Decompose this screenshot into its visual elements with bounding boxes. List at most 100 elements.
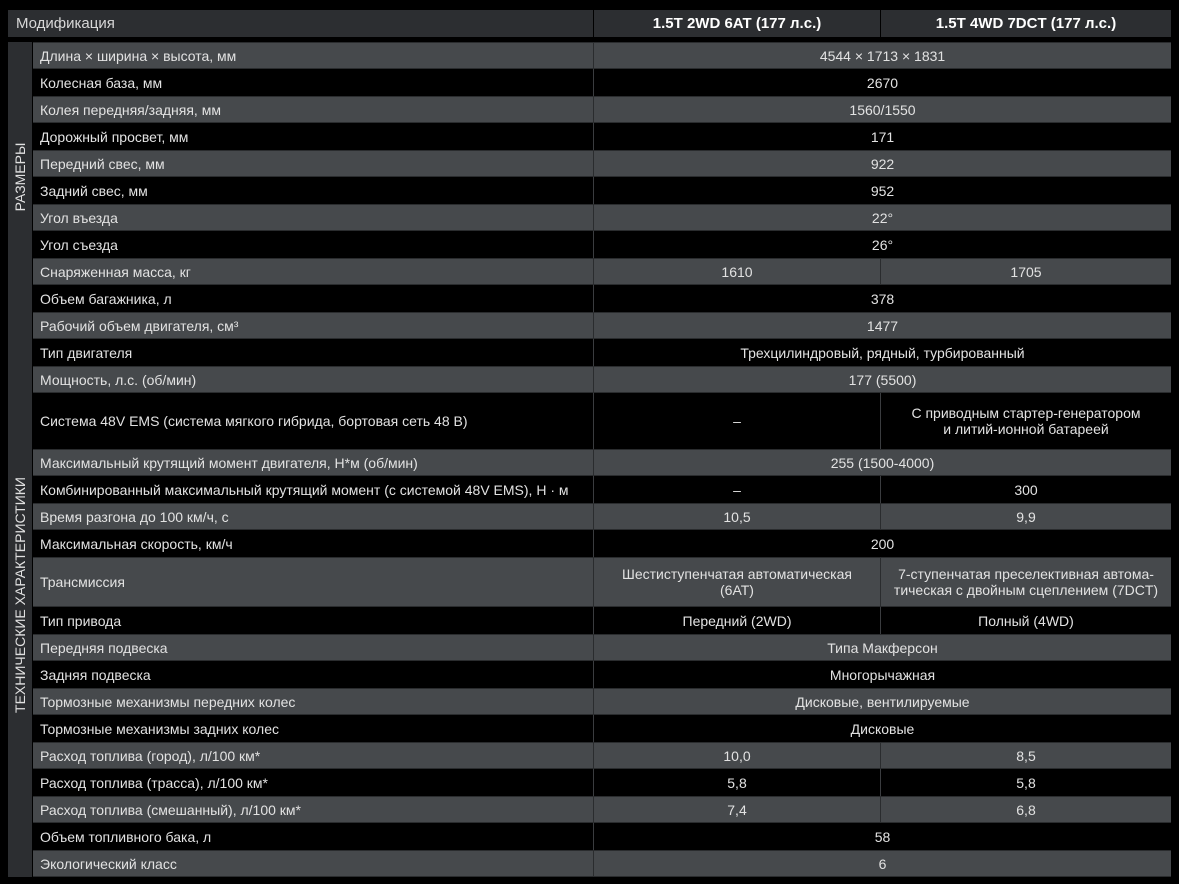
row-label: Время разгона до 100 км/ч, с [33, 504, 594, 529]
row-label: Максимальная скорость, км/ч [33, 530, 594, 557]
table-row: Максимальная скорость, км/ч 200 [33, 530, 1171, 557]
table-row: Угол съезда 26° [33, 231, 1171, 258]
row-value: 200 [870, 535, 895, 552]
row-label: Тормозные механизмы передних колес [33, 689, 594, 714]
row-label: Мощность, л.с. (об/мин) [33, 367, 594, 392]
row-value-2wd: 5,8 [594, 769, 881, 796]
row-label: Расход топлива (смешанный), л/100 км* [33, 797, 594, 822]
row-value-2wd: – [594, 476, 881, 503]
table-header: Модификация 1.5T 2WD 6AT (177 л.с.) 1.5T… [8, 10, 1171, 37]
table-row: Время разгона до 100 км/ч, с 10,5 9,9 [33, 503, 1171, 530]
row-value-2wd: – [594, 393, 881, 449]
row-value-4wd: 1705 [1010, 263, 1042, 280]
row-label: Тормозные механизмы задних колес [33, 715, 594, 742]
table-row: Тип привода Передний (2WD) Полный (4WD) [33, 607, 1171, 634]
table-row: Комбинированный максимальный крутящий мо… [33, 476, 1171, 503]
row-value: Дисковые, вентилируемые [795, 693, 970, 710]
table-row: Передняя подвеска Типа Макферсон [33, 634, 1171, 661]
row-label: Колея передняя/задняя, мм [33, 97, 594, 122]
row-label: Угол въезда [33, 205, 594, 230]
spec-section: ТЕХНИЧЕСКИЕ ХАРАКТЕРИСТИКИ Рабочий объем … [8, 312, 1171, 877]
row-value: 2670 [866, 74, 899, 91]
row-label: Расход топлива (город), л/100 км* [33, 743, 594, 768]
spec-section: РАЗМЕРЫ Длина × ширина × высота, мм 4544 ×… [8, 42, 1171, 312]
section-title-bar: ТЕХНИЧЕСКИЕ ХАРАКТЕРИСТИКИ [8, 312, 33, 877]
row-label: Система 48V EMS (система мягкого гибрида… [33, 393, 594, 449]
row-label: Дорожный просвет, мм [33, 123, 594, 150]
row-label: Расход топлива (трасса), л/100 км* [33, 769, 594, 796]
row-value: 1477 [866, 317, 899, 334]
row-value: 922 [870, 155, 895, 172]
table-row: Тормозные механизмы задних колес Дисковые [33, 715, 1171, 742]
section-title-bar: РАЗМЕРЫ [8, 42, 33, 312]
table-row: Рабочий объем двигателя, см³ 1477 [33, 312, 1171, 339]
row-value: 177 (5500) [848, 371, 917, 388]
row-label: Объем багажника, л [33, 285, 594, 312]
row-value: 952 [870, 182, 895, 199]
row-label: Экологический класс [33, 851, 594, 876]
section-title: РАЗМЕРЫ [12, 142, 28, 212]
row-value: 255 (1500-4000) [830, 454, 935, 471]
row-label: Комбинированный максимальный крутящий мо… [33, 476, 594, 503]
header-column-4wd: 1.5T 4WD 7DCT (177 л.с.) [935, 15, 1117, 32]
table-row: Колесная база, мм 2670 [33, 69, 1171, 96]
row-value: Многорычажная [829, 666, 936, 683]
row-value-2wd: Шестиступенчатая автоматическая (6AT) [594, 558, 881, 606]
row-value-4wd: С приводным стартер-генератором и литий-и… [911, 405, 1141, 437]
table-row: Передний свес, мм 922 [33, 150, 1171, 177]
table-row: Объем багажника, л 378 [33, 285, 1171, 312]
section-rows: Длина × ширина × высота, мм 4544 × 1713 ×… [33, 42, 1171, 312]
table-row: Трансмиссия Шестиступенчатая автоматическ… [33, 557, 1171, 607]
row-value-4wd: 8,5 [1016, 747, 1036, 764]
row-value-4wd: 9,9 [1016, 508, 1036, 525]
table-row: Задняя подвеска Многорычажная [33, 661, 1171, 688]
row-value-2wd: 7,4 [594, 797, 881, 822]
row-label: Снаряженная масса, кг [33, 259, 594, 284]
table-row: Тип двигателя Трехцилиндровый, рядный, ту… [33, 339, 1171, 366]
table-row: Объем топливного бака, л 58 [33, 823, 1171, 850]
row-label: Передняя подвеска [33, 635, 594, 660]
row-value-2wd: 10,0 [594, 743, 881, 768]
row-value: Трехцилиндровый, рядный, турбированный [740, 344, 1025, 361]
table-row: Дорожный просвет, мм 171 [33, 123, 1171, 150]
table-row: Тормозные механизмы передних колес Дисков… [33, 688, 1171, 715]
table-row: Расход топлива (город), л/100 км* 10,0 8,5 [33, 742, 1171, 769]
row-value: 1560/1550 [849, 101, 916, 118]
section-rows: Рабочий объем двигателя, см³ 1477 Тип двиг… [33, 312, 1171, 877]
row-label: Тип двигателя [33, 339, 594, 366]
row-value-4wd: 300 [1014, 481, 1038, 498]
row-value: 6 [878, 855, 887, 872]
section-title: ТЕХНИЧЕСКИЕ ХАРАКТЕРИСТИКИ [12, 476, 28, 713]
row-value-4wd: Полный (4WD) [978, 612, 1074, 629]
table-row: Экологический класс 6 [33, 850, 1171, 877]
row-label: Колесная база, мм [33, 69, 594, 96]
row-label: Объем топливного бака, л [33, 823, 594, 850]
table-row: Колея передняя/задняя, мм 1560/1550 [33, 96, 1171, 123]
header-label: Модификация [8, 10, 594, 37]
row-value: 26° [871, 236, 894, 253]
row-value-4wd: 7-ступенчатая преселективная автома-тиче… [893, 566, 1159, 598]
row-label: Угол съезда [33, 231, 594, 258]
row-label: Задний свес, мм [33, 177, 594, 204]
table-row: Расход топлива (смешанный), л/100 км* 7,4… [33, 796, 1171, 823]
row-value-2wd: 10,5 [594, 504, 881, 529]
row-label: Максимальный крутящий момент двигателя, … [33, 450, 594, 475]
row-label: Рабочий объем двигателя, см³ [33, 313, 594, 338]
table-row: Мощность, л.с. (об/мин) 177 (5500) [33, 366, 1171, 393]
table-row: Снаряженная масса, кг 1610 1705 [33, 258, 1171, 285]
row-value: 378 [870, 290, 895, 307]
row-label: Тип привода [33, 607, 594, 634]
header-column-2wd: 1.5T 2WD 6AT (177 л.с.) [594, 10, 881, 37]
table-row: Задний свес, мм 952 [33, 177, 1171, 204]
row-value: Дисковые [850, 720, 915, 737]
row-value: 171 [870, 128, 895, 145]
row-value-4wd: 6,8 [1016, 801, 1036, 818]
spec-table-body: РАЗМЕРЫ Длина × ширина × высота, мм 4544 ×… [8, 42, 1171, 877]
table-row: Система 48V EMS (система мягкого гибрида… [33, 393, 1171, 449]
row-label: Задняя подвеска [33, 661, 594, 688]
row-value-4wd: 5,8 [1016, 774, 1036, 791]
table-row: Угол въезда 22° [33, 204, 1171, 231]
row-value: 58 [874, 828, 891, 845]
table-row: Максимальный крутящий момент двигателя, … [33, 449, 1171, 476]
row-label: Передний свес, мм [33, 151, 594, 176]
